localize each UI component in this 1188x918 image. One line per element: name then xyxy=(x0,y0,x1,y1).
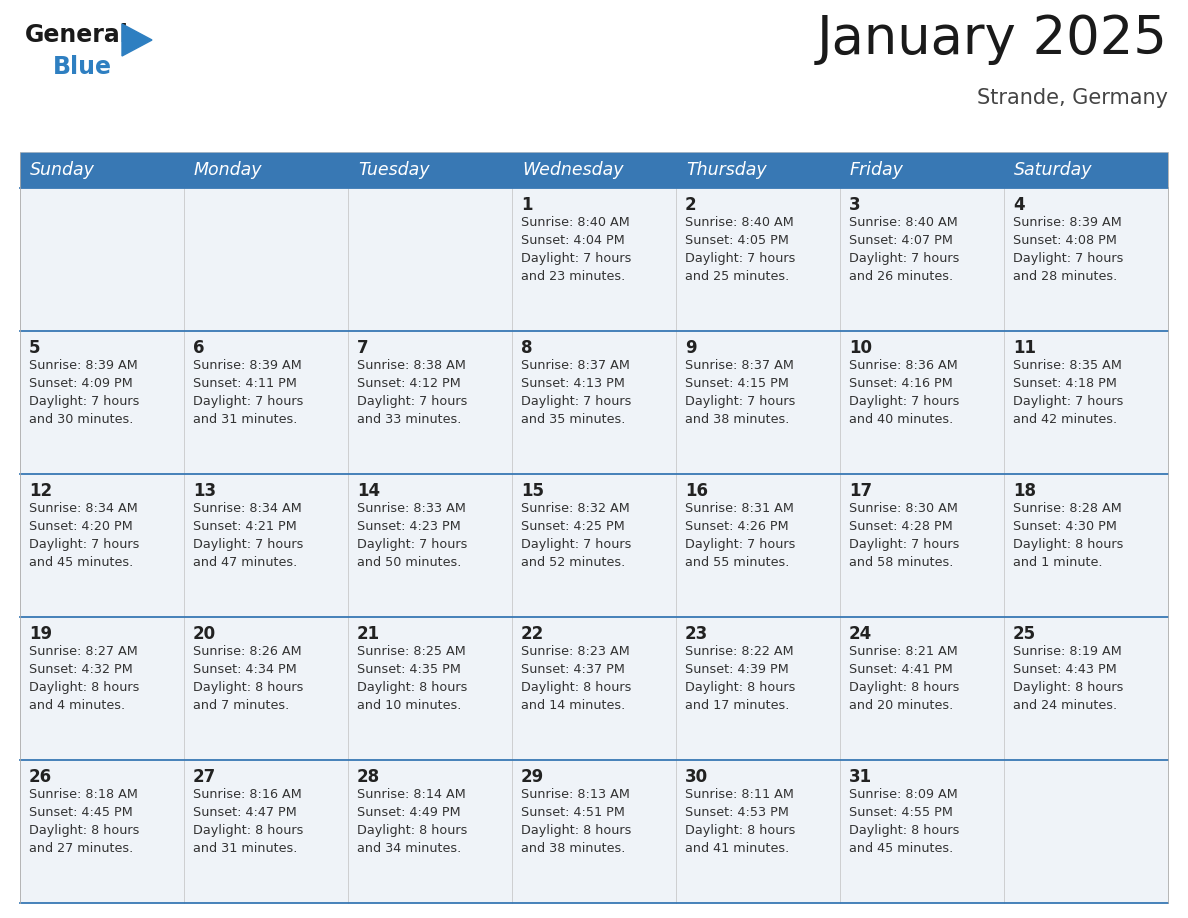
Text: Sunrise: 8:28 AM
Sunset: 4:30 PM
Daylight: 8 hours
and 1 minute.: Sunrise: 8:28 AM Sunset: 4:30 PM Dayligh… xyxy=(1013,502,1124,569)
Text: 5: 5 xyxy=(29,339,40,357)
Text: Sunrise: 8:22 AM
Sunset: 4:39 PM
Daylight: 8 hours
and 17 minutes.: Sunrise: 8:22 AM Sunset: 4:39 PM Dayligh… xyxy=(685,645,796,712)
Text: 22: 22 xyxy=(522,625,544,643)
Text: Sunrise: 8:39 AM
Sunset: 4:08 PM
Daylight: 7 hours
and 28 minutes.: Sunrise: 8:39 AM Sunset: 4:08 PM Dayligh… xyxy=(1013,216,1124,283)
Text: 9: 9 xyxy=(685,339,696,357)
Text: 21: 21 xyxy=(358,625,380,643)
Text: Sunrise: 8:23 AM
Sunset: 4:37 PM
Daylight: 8 hours
and 14 minutes.: Sunrise: 8:23 AM Sunset: 4:37 PM Dayligh… xyxy=(522,645,631,712)
Text: Thursday: Thursday xyxy=(685,161,766,179)
Text: 16: 16 xyxy=(685,482,708,500)
Text: 17: 17 xyxy=(849,482,872,500)
Text: Strande, Germany: Strande, Germany xyxy=(977,88,1168,108)
Text: 11: 11 xyxy=(1013,339,1036,357)
Text: Sunrise: 8:19 AM
Sunset: 4:43 PM
Daylight: 8 hours
and 24 minutes.: Sunrise: 8:19 AM Sunset: 4:43 PM Dayligh… xyxy=(1013,645,1124,712)
Text: Friday: Friday xyxy=(849,161,904,179)
Bar xyxy=(20,474,1168,617)
Text: January 2025: January 2025 xyxy=(817,13,1168,65)
Text: Sunrise: 8:40 AM
Sunset: 4:05 PM
Daylight: 7 hours
and 25 minutes.: Sunrise: 8:40 AM Sunset: 4:05 PM Dayligh… xyxy=(685,216,796,283)
Text: Sunrise: 8:25 AM
Sunset: 4:35 PM
Daylight: 8 hours
and 10 minutes.: Sunrise: 8:25 AM Sunset: 4:35 PM Dayligh… xyxy=(358,645,467,712)
Text: 25: 25 xyxy=(1013,625,1036,643)
Polygon shape xyxy=(122,24,152,56)
Text: 29: 29 xyxy=(522,768,544,786)
Text: Sunrise: 8:09 AM
Sunset: 4:55 PM
Daylight: 8 hours
and 45 minutes.: Sunrise: 8:09 AM Sunset: 4:55 PM Dayligh… xyxy=(849,788,960,855)
Text: 27: 27 xyxy=(192,768,216,786)
Text: 14: 14 xyxy=(358,482,380,500)
Text: Blue: Blue xyxy=(53,55,112,79)
Text: Sunrise: 8:27 AM
Sunset: 4:32 PM
Daylight: 8 hours
and 4 minutes.: Sunrise: 8:27 AM Sunset: 4:32 PM Dayligh… xyxy=(29,645,139,712)
Bar xyxy=(20,188,1168,331)
Text: 1: 1 xyxy=(522,196,532,214)
Text: Sunrise: 8:32 AM
Sunset: 4:25 PM
Daylight: 7 hours
and 52 minutes.: Sunrise: 8:32 AM Sunset: 4:25 PM Dayligh… xyxy=(522,502,631,569)
Text: Sunrise: 8:39 AM
Sunset: 4:11 PM
Daylight: 7 hours
and 31 minutes.: Sunrise: 8:39 AM Sunset: 4:11 PM Dayligh… xyxy=(192,359,303,426)
Text: Sunday: Sunday xyxy=(30,161,95,179)
Text: Sunrise: 8:13 AM
Sunset: 4:51 PM
Daylight: 8 hours
and 38 minutes.: Sunrise: 8:13 AM Sunset: 4:51 PM Dayligh… xyxy=(522,788,631,855)
Text: 23: 23 xyxy=(685,625,708,643)
Text: Sunrise: 8:33 AM
Sunset: 4:23 PM
Daylight: 7 hours
and 50 minutes.: Sunrise: 8:33 AM Sunset: 4:23 PM Dayligh… xyxy=(358,502,467,569)
Text: 12: 12 xyxy=(29,482,52,500)
Text: Sunrise: 8:14 AM
Sunset: 4:49 PM
Daylight: 8 hours
and 34 minutes.: Sunrise: 8:14 AM Sunset: 4:49 PM Dayligh… xyxy=(358,788,467,855)
Text: Sunrise: 8:31 AM
Sunset: 4:26 PM
Daylight: 7 hours
and 55 minutes.: Sunrise: 8:31 AM Sunset: 4:26 PM Dayligh… xyxy=(685,502,796,569)
Text: 20: 20 xyxy=(192,625,216,643)
Text: Wednesday: Wednesday xyxy=(522,161,624,179)
Text: Sunrise: 8:39 AM
Sunset: 4:09 PM
Daylight: 7 hours
and 30 minutes.: Sunrise: 8:39 AM Sunset: 4:09 PM Dayligh… xyxy=(29,359,139,426)
Text: Sunrise: 8:21 AM
Sunset: 4:41 PM
Daylight: 8 hours
and 20 minutes.: Sunrise: 8:21 AM Sunset: 4:41 PM Dayligh… xyxy=(849,645,960,712)
Text: 6: 6 xyxy=(192,339,204,357)
Text: 2: 2 xyxy=(685,196,696,214)
Bar xyxy=(20,152,1168,188)
Text: 18: 18 xyxy=(1013,482,1036,500)
Text: Saturday: Saturday xyxy=(1013,161,1092,179)
Text: Sunrise: 8:35 AM
Sunset: 4:18 PM
Daylight: 7 hours
and 42 minutes.: Sunrise: 8:35 AM Sunset: 4:18 PM Dayligh… xyxy=(1013,359,1124,426)
Text: 10: 10 xyxy=(849,339,872,357)
Bar xyxy=(20,760,1168,903)
Text: Monday: Monday xyxy=(194,161,263,179)
Text: Sunrise: 8:26 AM
Sunset: 4:34 PM
Daylight: 8 hours
and 7 minutes.: Sunrise: 8:26 AM Sunset: 4:34 PM Dayligh… xyxy=(192,645,303,712)
Text: 31: 31 xyxy=(849,768,872,786)
Text: 13: 13 xyxy=(192,482,216,500)
Text: 19: 19 xyxy=(29,625,52,643)
Text: Tuesday: Tuesday xyxy=(358,161,429,179)
Text: Sunrise: 8:18 AM
Sunset: 4:45 PM
Daylight: 8 hours
and 27 minutes.: Sunrise: 8:18 AM Sunset: 4:45 PM Dayligh… xyxy=(29,788,139,855)
Bar xyxy=(20,331,1168,474)
Text: 4: 4 xyxy=(1013,196,1024,214)
Text: Sunrise: 8:34 AM
Sunset: 4:20 PM
Daylight: 7 hours
and 45 minutes.: Sunrise: 8:34 AM Sunset: 4:20 PM Dayligh… xyxy=(29,502,139,569)
Text: Sunrise: 8:38 AM
Sunset: 4:12 PM
Daylight: 7 hours
and 33 minutes.: Sunrise: 8:38 AM Sunset: 4:12 PM Dayligh… xyxy=(358,359,467,426)
Text: Sunrise: 8:37 AM
Sunset: 4:15 PM
Daylight: 7 hours
and 38 minutes.: Sunrise: 8:37 AM Sunset: 4:15 PM Dayligh… xyxy=(685,359,796,426)
Text: Sunrise: 8:34 AM
Sunset: 4:21 PM
Daylight: 7 hours
and 47 minutes.: Sunrise: 8:34 AM Sunset: 4:21 PM Dayligh… xyxy=(192,502,303,569)
Text: 26: 26 xyxy=(29,768,52,786)
Text: Sunrise: 8:30 AM
Sunset: 4:28 PM
Daylight: 7 hours
and 58 minutes.: Sunrise: 8:30 AM Sunset: 4:28 PM Dayligh… xyxy=(849,502,960,569)
Text: Sunrise: 8:40 AM
Sunset: 4:04 PM
Daylight: 7 hours
and 23 minutes.: Sunrise: 8:40 AM Sunset: 4:04 PM Dayligh… xyxy=(522,216,631,283)
Text: Sunrise: 8:11 AM
Sunset: 4:53 PM
Daylight: 8 hours
and 41 minutes.: Sunrise: 8:11 AM Sunset: 4:53 PM Dayligh… xyxy=(685,788,796,855)
Text: Sunrise: 8:36 AM
Sunset: 4:16 PM
Daylight: 7 hours
and 40 minutes.: Sunrise: 8:36 AM Sunset: 4:16 PM Dayligh… xyxy=(849,359,960,426)
Text: 7: 7 xyxy=(358,339,368,357)
Bar xyxy=(20,617,1168,760)
Text: General: General xyxy=(25,23,128,47)
Text: 8: 8 xyxy=(522,339,532,357)
Text: Sunrise: 8:37 AM
Sunset: 4:13 PM
Daylight: 7 hours
and 35 minutes.: Sunrise: 8:37 AM Sunset: 4:13 PM Dayligh… xyxy=(522,359,631,426)
Text: Sunrise: 8:40 AM
Sunset: 4:07 PM
Daylight: 7 hours
and 26 minutes.: Sunrise: 8:40 AM Sunset: 4:07 PM Dayligh… xyxy=(849,216,960,283)
Text: 30: 30 xyxy=(685,768,708,786)
Text: 24: 24 xyxy=(849,625,872,643)
Text: 15: 15 xyxy=(522,482,544,500)
Text: Sunrise: 8:16 AM
Sunset: 4:47 PM
Daylight: 8 hours
and 31 minutes.: Sunrise: 8:16 AM Sunset: 4:47 PM Dayligh… xyxy=(192,788,303,855)
Text: 3: 3 xyxy=(849,196,860,214)
Text: 28: 28 xyxy=(358,768,380,786)
